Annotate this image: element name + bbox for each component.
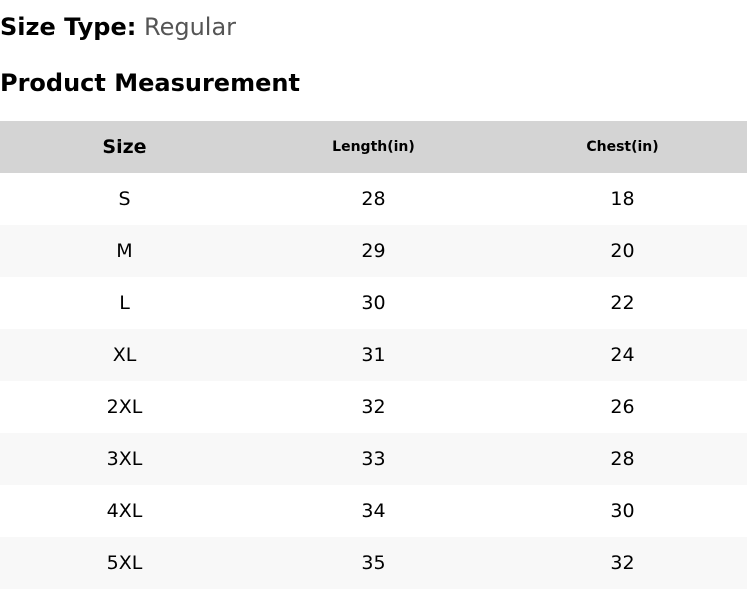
cell-length: 28 [361,188,386,210]
cell-chest: 30 [610,500,635,522]
cell-size: 4XL [106,500,143,522]
cell-size: M [0,225,249,277]
header-chest: Chest(in) [498,121,747,173]
table-row: L 30 22 [0,277,747,329]
header-length: Length(in) [249,121,498,173]
header-size: Size [0,121,249,173]
table-row: 3XL 33 28 [0,433,747,485]
size-type-label: Size Type: [0,13,137,41]
cell-length: 31 [249,329,498,381]
measurement-table: Size Length(in) Chest(in) S 28 18 M 29 20 L 30 2… [0,121,747,589]
cell-length: 33 [249,433,498,485]
cell-size: XL [0,329,249,381]
cell-chest: 28 [498,433,747,485]
cell-chest: 20 [498,225,747,277]
cell-size: 5XL [0,537,249,589]
cell-chest: 24 [498,329,747,381]
table-row: 4XL 34 30 [0,485,747,537]
table-row: S 28 18 [0,173,747,225]
cell-chest: 32 [498,537,747,589]
table-row: XL 31 24 [0,329,747,381]
cell-size: S [118,188,131,210]
table-header-row: Size Length(in) Chest(in) [0,121,747,173]
cell-length: 29 [249,225,498,277]
table-row: 2XL 32 26 [0,381,747,433]
section-title: Product Measurement [0,69,300,97]
cell-length: 35 [249,537,498,589]
table-row: 5XL 35 32 [0,537,747,589]
size-type-value: Regular [143,13,237,41]
cell-length: 30 [361,292,386,314]
table-row: M 29 20 [0,225,747,277]
cell-size: 2XL [106,396,143,418]
cell-chest: 18 [610,188,635,210]
size-type: Size Type: Regular [0,11,236,43]
cell-size: 3XL [0,433,249,485]
cell-chest: 26 [610,396,635,418]
cell-size: L [119,292,130,314]
cell-chest: 22 [610,292,635,314]
cell-length: 34 [361,500,386,522]
cell-length: 32 [361,396,386,418]
